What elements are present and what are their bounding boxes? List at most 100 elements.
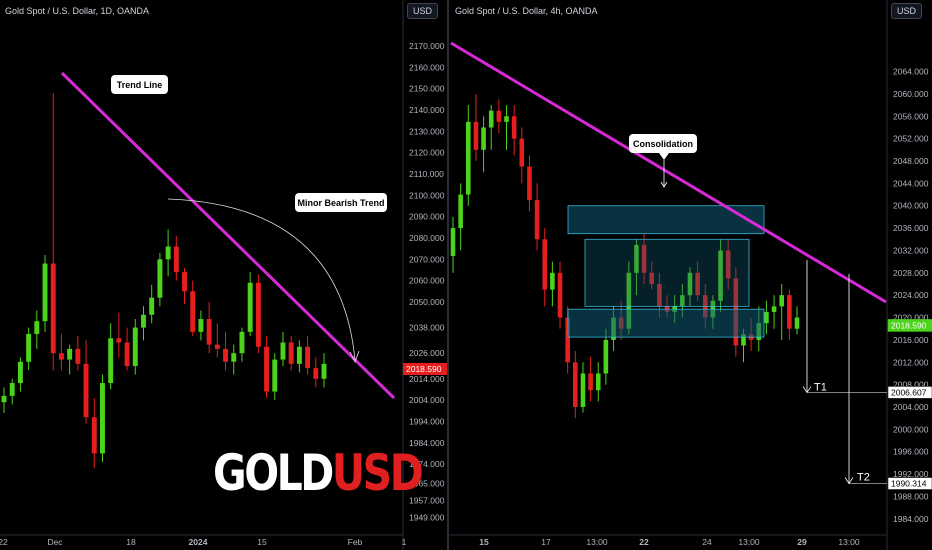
price-tick-label: 1988.000 bbox=[893, 491, 929, 501]
time-tick-label: 1 bbox=[402, 537, 407, 547]
candle-body bbox=[550, 272, 555, 290]
gold-usd-logo: GOLDUSD bbox=[213, 448, 424, 498]
price-tick-label: 2016.000 bbox=[893, 335, 929, 345]
candle-body bbox=[239, 331, 245, 354]
daily-chart-canvas[interactable]: 2170.000 2160.000 2150.000 2140.000 2130.000… bbox=[0, 0, 447, 550]
panel-divider[interactable] bbox=[447, 0, 449, 550]
time-tick-label: 29 bbox=[797, 537, 807, 547]
price-tick-label: 2048.000 bbox=[893, 156, 929, 166]
price-tick-label: 1974.000 bbox=[409, 459, 445, 469]
currency-button[interactable]: USD bbox=[407, 3, 439, 19]
four-hour-chart-title: Gold Spot / U.S. Dollar, 4h, OANDA bbox=[455, 6, 598, 16]
time-tick-label: 13:00 bbox=[586, 537, 608, 547]
candle-body bbox=[9, 383, 15, 396]
arrow-head bbox=[349, 350, 360, 364]
callout-pointer bbox=[659, 153, 669, 160]
candle-body bbox=[26, 333, 32, 362]
support-zone bbox=[567, 308, 765, 338]
candle-body bbox=[91, 417, 97, 454]
price-tick-label: 2052.000 bbox=[893, 134, 929, 144]
candle-body bbox=[542, 239, 548, 290]
callout-arrow-head bbox=[660, 181, 668, 188]
candle-body bbox=[534, 200, 540, 240]
price-tick-label: 2032.000 bbox=[893, 245, 929, 255]
time-tick-label: 22 bbox=[0, 537, 8, 547]
candle-body bbox=[198, 319, 204, 332]
price-tick-label: 2110.000 bbox=[409, 169, 444, 179]
candle-body bbox=[42, 263, 48, 322]
candle-body bbox=[680, 295, 685, 307]
candle-body bbox=[787, 295, 792, 329]
price-tick-label: 2012.000 bbox=[893, 357, 929, 367]
currency-button-right[interactable]: USD bbox=[891, 3, 923, 19]
candle-body bbox=[255, 282, 261, 347]
price-tick-label: 2150.000 bbox=[409, 84, 445, 94]
resistance-zone bbox=[567, 205, 765, 235]
t2-price-tag: 1990.314 bbox=[891, 479, 927, 489]
price-tick-label: 2004.000 bbox=[409, 395, 445, 405]
candle-body bbox=[50, 263, 56, 354]
price-tick-label: 2036.000 bbox=[893, 223, 929, 233]
candle-body bbox=[321, 363, 327, 379]
candle-body bbox=[458, 194, 463, 229]
daily-chart-title: Gold Spot / U.S. Dollar, 1D, OANDA bbox=[5, 6, 150, 16]
logo-gold-text: GOLD bbox=[213, 444, 334, 502]
minor-bearish-callout bbox=[295, 193, 387, 212]
price-tick-label: 2080.000 bbox=[409, 233, 445, 243]
four-hour-chart-panel[interactable]: 2064.000 2060.000 2056.000 2052.000 2048.000… bbox=[449, 0, 932, 550]
price-tick-label: 2170.000 bbox=[409, 41, 445, 51]
candle-body bbox=[779, 295, 785, 307]
candle-body bbox=[764, 311, 769, 324]
price-tick-label: 1992.000 bbox=[893, 469, 929, 479]
last-price-label: 2018.590 bbox=[406, 364, 442, 374]
candle-body bbox=[280, 342, 286, 360]
price-tick-label: 2130.000 bbox=[409, 126, 445, 136]
candle-body bbox=[34, 321, 40, 334]
price-tick-label: 2008.000 bbox=[893, 380, 929, 390]
price-tick-label: 2120.000 bbox=[409, 148, 445, 158]
four-hour-chart-canvas[interactable]: 2064.000 2060.000 2056.000 2052.000 2048.000… bbox=[449, 0, 932, 550]
candle-body bbox=[603, 339, 609, 374]
price-tick-label: 1996.000 bbox=[893, 447, 929, 457]
candle-body bbox=[657, 284, 662, 307]
candle-body bbox=[17, 361, 23, 384]
minor-trend-arrow bbox=[167, 198, 356, 361]
price-tick-label: 2160.000 bbox=[409, 62, 445, 72]
candle-body bbox=[264, 346, 270, 392]
candle-body bbox=[149, 297, 155, 315]
last-price-tag bbox=[403, 362, 447, 375]
daily-chart-panel[interactable]: 2170.000 2160.000 2150.000 2140.000 2130.000… bbox=[0, 0, 447, 550]
candle-body bbox=[511, 116, 517, 139]
price-tick-label: 1984.000 bbox=[409, 438, 445, 448]
time-tick-label: 22 bbox=[639, 537, 649, 547]
time-tick-label: 18 bbox=[126, 537, 136, 547]
candle-body bbox=[124, 342, 130, 366]
price-tick-label: 2020.000 bbox=[893, 313, 929, 323]
time-tick-label: 15 bbox=[479, 537, 489, 547]
last-price-tag-bg bbox=[887, 319, 932, 332]
time-tick-label: 2024 bbox=[189, 537, 208, 547]
time-tick-label: 13:00 bbox=[738, 537, 760, 547]
price-tick-label: 2100.000 bbox=[409, 190, 445, 200]
price-tick-label: 2044.000 bbox=[893, 178, 929, 188]
price-tick-label: 1984.000 bbox=[893, 514, 929, 524]
candle-body bbox=[504, 116, 509, 122]
candle-body bbox=[272, 359, 278, 392]
candle-body bbox=[141, 314, 146, 328]
price-tick-label: 2014.000 bbox=[409, 374, 445, 384]
price-tick-label: 2004.000 bbox=[893, 402, 929, 412]
minor-bearish-label: Minor Bearish Trend bbox=[297, 198, 384, 208]
consolidation-box bbox=[584, 238, 750, 307]
price-tick-label: 1965.000 bbox=[409, 478, 445, 488]
candle-body bbox=[67, 348, 73, 360]
candle-body bbox=[718, 250, 723, 301]
candle-body bbox=[695, 272, 700, 296]
candle-body bbox=[58, 353, 64, 360]
price-tick-label: 2028.000 bbox=[893, 268, 929, 278]
candle-body bbox=[116, 338, 122, 343]
price-tick-label: 2070.000 bbox=[409, 254, 445, 264]
time-tick-label: 24 bbox=[702, 537, 712, 547]
candle-body bbox=[313, 368, 319, 379]
candle-body bbox=[75, 348, 81, 364]
price-tick-label: 2050.000 bbox=[409, 297, 445, 307]
